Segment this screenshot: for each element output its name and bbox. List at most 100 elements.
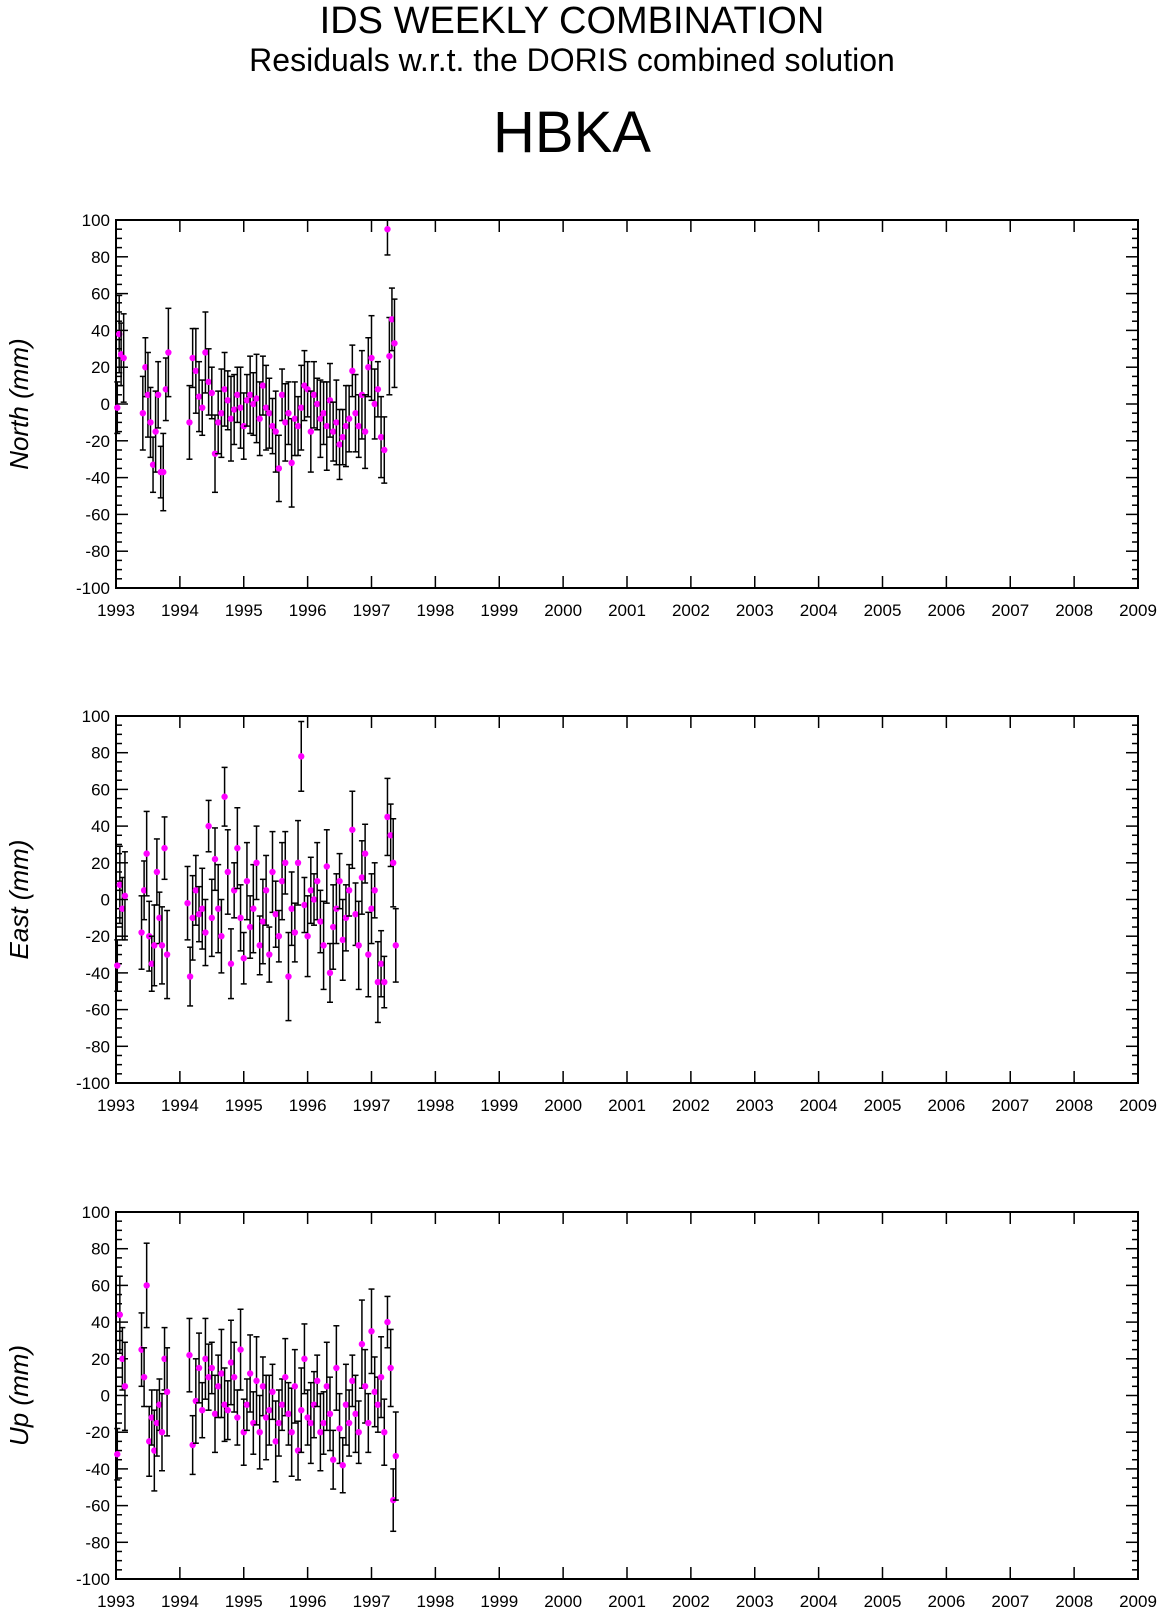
x-tick-label: 2007	[991, 601, 1029, 620]
data-point	[189, 914, 196, 922]
data-point	[234, 1414, 241, 1421]
data-point	[224, 397, 231, 404]
data-point	[246, 923, 254, 931]
data-point	[377, 960, 385, 967]
y-tick-label: -100	[76, 579, 110, 598]
data-point	[365, 1419, 372, 1427]
y-tick-label: -80	[85, 542, 110, 561]
x-tick-label: 2006	[927, 1592, 965, 1611]
data-point	[165, 349, 172, 356]
y-tick-label: 40	[91, 321, 110, 340]
x-tick-label: 2005	[864, 1096, 902, 1115]
data-point	[240, 422, 247, 430]
data-point	[275, 465, 283, 472]
data-point	[278, 1401, 286, 1408]
data-point	[253, 1377, 260, 1385]
x-tick-label: 1995	[225, 601, 263, 620]
x-tick-label: 2005	[864, 1592, 902, 1611]
data-point	[282, 859, 289, 866]
x-tick-label: 1994	[161, 1592, 199, 1611]
data-point	[221, 386, 228, 393]
y-tick-label: -100	[76, 1074, 110, 1093]
x-tick-label: 2008	[1055, 1096, 1093, 1115]
data-point	[262, 887, 270, 894]
data-point	[195, 1364, 203, 1372]
y-tick-label: 100	[82, 1203, 110, 1222]
data-point	[329, 1456, 337, 1463]
y-axis-label: East (mm)	[4, 840, 34, 960]
data-point	[336, 877, 343, 885]
data-point	[301, 901, 308, 909]
data-point	[352, 1410, 359, 1418]
data-point	[298, 404, 305, 411]
x-tick-label: 2002	[672, 601, 710, 620]
data-point	[162, 386, 170, 393]
data-point	[387, 832, 394, 839]
data-point	[146, 1438, 153, 1445]
x-tick-label: 1993	[97, 1592, 135, 1611]
x-tick-label: 2009	[1119, 1096, 1157, 1115]
y-tick-label: 80	[91, 744, 110, 763]
data-point	[221, 1401, 228, 1408]
figure-title: IDS WEEKLY COMBINATION	[320, 0, 825, 42]
data-point	[240, 955, 247, 962]
data-point	[208, 914, 216, 922]
x-tick-label: 1997	[353, 601, 391, 620]
y-tick-label: -20	[85, 432, 110, 451]
data-point	[345, 887, 353, 894]
data-point	[342, 422, 350, 430]
y-tick-label: -80	[85, 1533, 110, 1552]
data-point	[342, 1401, 350, 1408]
data-point	[371, 400, 378, 408]
data-point	[339, 433, 346, 441]
data-point	[381, 978, 388, 986]
data-point	[387, 1364, 394, 1372]
data-point	[368, 354, 375, 362]
x-tick-label: 1995	[225, 1096, 263, 1115]
x-tick-label: 2002	[672, 1096, 710, 1115]
data-point	[275, 933, 283, 940]
data-point	[314, 877, 321, 885]
data-point	[374, 978, 382, 986]
data-point	[208, 389, 216, 397]
data-point	[304, 933, 311, 940]
data-point	[202, 349, 209, 356]
x-tick-label: 1998	[416, 1592, 454, 1611]
data-point	[119, 1355, 126, 1363]
data-point	[323, 422, 330, 430]
x-tick-label: 2004	[800, 601, 838, 620]
data-point	[259, 918, 267, 925]
data-point	[323, 863, 330, 870]
station-name: HBKA	[493, 100, 651, 165]
data-point	[140, 887, 148, 894]
x-tick-label: 2003	[736, 1096, 774, 1115]
data-point	[153, 868, 161, 876]
data-point	[336, 441, 343, 448]
data-point	[288, 1429, 295, 1436]
data-point	[269, 868, 276, 876]
data-point	[272, 428, 279, 435]
data-point	[151, 1447, 158, 1454]
data-point	[161, 844, 168, 852]
data-point	[317, 918, 324, 925]
data-point	[158, 942, 166, 949]
x-tick-label: 2009	[1119, 601, 1157, 620]
data-point	[272, 1438, 279, 1445]
data-point	[253, 859, 260, 866]
x-tick-label: 1998	[416, 601, 454, 620]
x-tick-label: 2000	[544, 1592, 582, 1611]
x-tick-label: 1998	[416, 1096, 454, 1115]
data-point	[333, 419, 340, 426]
data-point	[158, 1429, 166, 1436]
y-tick-label: 100	[82, 707, 110, 726]
data-point	[329, 428, 337, 435]
data-point	[202, 1355, 209, 1363]
y-tick-label: 80	[91, 1240, 110, 1259]
data-point	[326, 1410, 334, 1418]
y-tick-label: 20	[91, 854, 110, 873]
data-point	[317, 415, 324, 422]
x-tick-label: 2006	[927, 1096, 965, 1115]
data-point	[381, 1429, 388, 1436]
y-axis-label: North (mm)	[4, 338, 34, 469]
data-point	[148, 960, 155, 967]
